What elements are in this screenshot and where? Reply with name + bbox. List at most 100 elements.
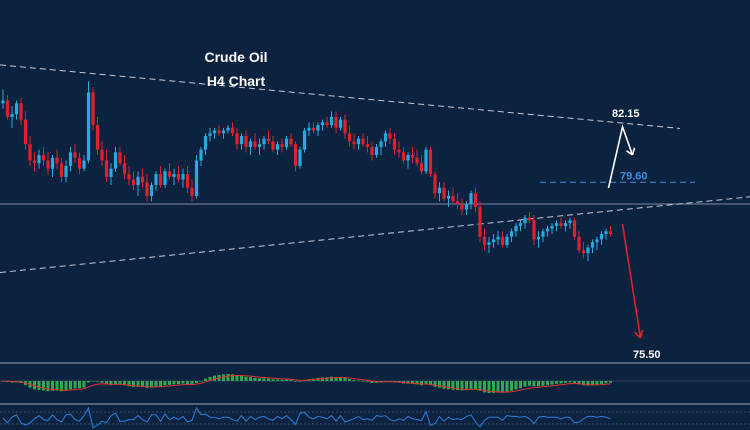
macd-bar <box>186 381 189 385</box>
candle <box>158 165 163 188</box>
macd-bar <box>253 377 257 381</box>
macd-bar <box>159 381 162 387</box>
candle <box>464 201 469 215</box>
candle <box>185 165 190 194</box>
macd-bar <box>96 381 99 382</box>
candle <box>320 119 325 131</box>
candle-body <box>262 138 266 145</box>
macd-bar <box>600 381 603 385</box>
candle <box>392 133 397 156</box>
macd-bar <box>496 381 500 393</box>
candle-body <box>365 144 370 147</box>
macd-bar <box>568 381 572 383</box>
candle-body <box>253 141 257 147</box>
macd-bar <box>523 381 527 387</box>
macd-bar <box>55 381 59 391</box>
macd-bar <box>609 381 612 383</box>
candle <box>172 168 176 185</box>
macd-bar <box>199 380 203 382</box>
candle-body <box>298 149 302 166</box>
macd-bar <box>240 375 243 381</box>
candle-body <box>374 146 379 156</box>
candle <box>1 89 5 109</box>
candle-body <box>271 141 275 150</box>
candle-body <box>478 206 482 237</box>
macd-bar <box>172 381 176 385</box>
candle-body <box>590 242 595 248</box>
candle <box>253 133 257 150</box>
candle <box>284 135 289 150</box>
candle-body <box>437 187 442 194</box>
candle <box>307 122 311 136</box>
candle-body <box>122 163 127 175</box>
macd-bar <box>366 381 369 382</box>
candle <box>113 146 118 172</box>
candle <box>311 122 316 134</box>
candle-body <box>100 149 104 161</box>
candle-body <box>415 157 419 164</box>
macd-bar <box>150 381 153 388</box>
candle <box>230 122 235 136</box>
macd-bar <box>64 381 68 391</box>
candle <box>14 100 19 120</box>
candle <box>581 242 586 259</box>
candle-body <box>554 223 559 226</box>
candle-body <box>208 133 212 136</box>
candle-body <box>383 133 388 142</box>
candle <box>482 228 487 251</box>
candle <box>235 127 239 150</box>
candle-body <box>154 174 158 185</box>
candle <box>397 141 401 158</box>
macd-bar <box>361 381 365 382</box>
macd-bar <box>519 381 522 389</box>
macd-bar <box>294 381 297 382</box>
arrow-up-head <box>626 147 636 156</box>
macd-bar <box>289 379 293 381</box>
candle-body <box>388 133 392 139</box>
candle <box>262 135 266 150</box>
macd-bar <box>271 379 275 381</box>
candle-body <box>194 160 199 196</box>
candle-body <box>599 234 604 240</box>
candle <box>446 190 451 207</box>
candle-body <box>118 152 122 164</box>
candle <box>478 201 482 243</box>
candle <box>383 130 388 147</box>
candle <box>442 182 446 202</box>
candle <box>131 171 136 191</box>
candle-body <box>131 179 136 185</box>
macd-bar <box>343 377 347 381</box>
candle-body <box>343 119 347 134</box>
candle-body <box>325 122 329 126</box>
candle <box>473 187 478 213</box>
macd-bar <box>82 381 86 388</box>
candle-body <box>302 130 307 150</box>
candle-body <box>41 155 46 161</box>
macd-bar <box>330 376 333 381</box>
candle-body <box>86 92 91 161</box>
candle <box>19 97 23 126</box>
macd-bar <box>114 381 117 385</box>
candle <box>118 146 122 166</box>
candle-body <box>19 103 23 120</box>
macd-bar <box>141 381 144 388</box>
macd-signal-line <box>2 374 611 393</box>
macd-bar <box>537 381 540 387</box>
candle-body <box>140 176 145 183</box>
macd-bar <box>87 381 90 383</box>
candle-body <box>320 122 325 126</box>
candle-body <box>68 152 73 166</box>
candle <box>608 225 613 237</box>
candle-body <box>460 204 464 210</box>
candle <box>244 130 248 153</box>
candle-body <box>32 160 37 164</box>
candle-body <box>257 144 262 147</box>
candle-body <box>491 239 496 243</box>
candle-body <box>442 187 446 199</box>
macd-bar <box>510 381 513 391</box>
candle-body <box>424 149 428 172</box>
candle <box>41 146 46 166</box>
candle <box>523 214 527 229</box>
